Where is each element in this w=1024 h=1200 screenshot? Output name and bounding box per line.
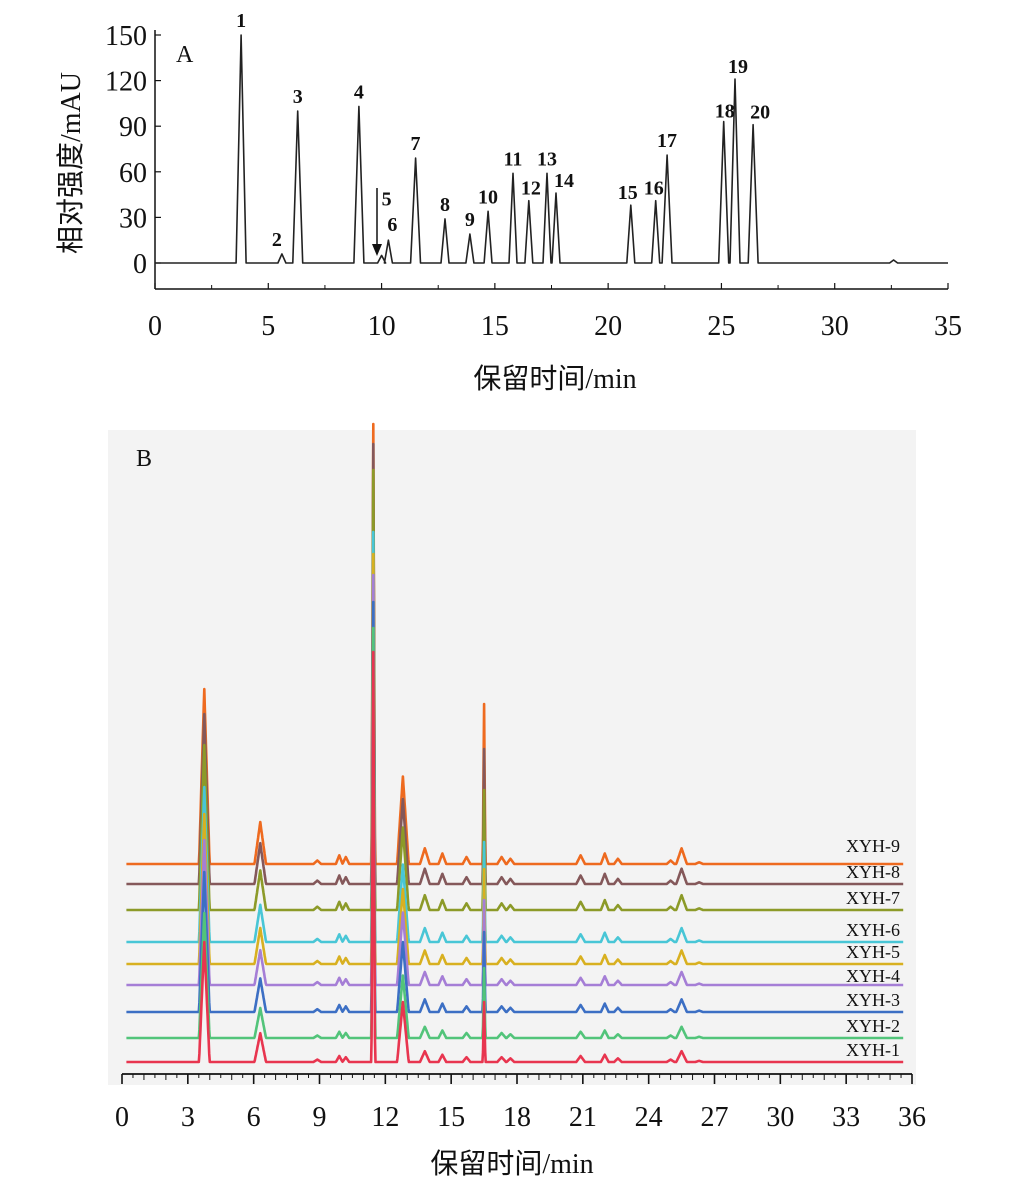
panel-b-x-tick-label: 18 (503, 1102, 531, 1133)
series-label-xyh-2: XYH-2 (846, 1016, 900, 1036)
series-label-xyh-6: XYH-6 (846, 920, 900, 940)
panel-a-y-tick-label: 90 (119, 112, 147, 143)
panel-b-x-tick-label: 9 (313, 1102, 327, 1133)
peak-label-17: 17 (657, 130, 677, 152)
panel-a-x-tick-label: 25 (707, 311, 735, 342)
series-label-xyh-4: XYH-4 (846, 966, 900, 986)
peak-label-13: 13 (537, 148, 557, 170)
series-label-xyh-3: XYH-3 (846, 990, 900, 1010)
trace-xyh-1 (125, 650, 905, 1064)
trace-xyh-4 (125, 573, 905, 987)
panel-b-x-tick-label: 0 (115, 1102, 129, 1133)
trace-xyh-2 (125, 626, 905, 1040)
trace-xyh-6 (125, 530, 905, 944)
panel-b-x-tick-label: 24 (635, 1102, 663, 1133)
peak-label-15: 15 (618, 182, 638, 204)
peak-label-12: 12 (521, 178, 541, 200)
peak-label-14: 14 (554, 170, 574, 192)
panel-a-label: A (176, 42, 194, 68)
panel-a-x-tick-label: 5 (261, 311, 275, 342)
panel-b-x-tick-label: 12 (371, 1102, 399, 1133)
panel-a-y-tick-label: 30 (119, 203, 147, 234)
panel-a-x-tick-label: 10 (368, 311, 396, 342)
panel-b-x-axis: 0 3 6 9 12 15 18 21 24 27 30 33 36 (115, 1073, 926, 1133)
panel-b-x-tick-label: 3 (181, 1102, 195, 1133)
peak-label-4: 4 (354, 81, 364, 103)
panel-b-x-tick-label: 30 (766, 1102, 794, 1133)
panel-b-x-tick-label: 27 (701, 1102, 729, 1133)
peak-label-20: 20 (750, 102, 770, 124)
panel-a-y-tick-label: 150 (105, 21, 147, 52)
panel-a-x-tick-label: 30 (821, 311, 849, 342)
panel-b-label: B (136, 446, 152, 472)
series-label-xyh-1: XYH-1 (846, 1040, 900, 1060)
panel-a-y-tick-label: 60 (119, 158, 147, 189)
peak-label-8: 8 (440, 194, 450, 216)
panel-b-x-tick-label: 33 (832, 1102, 860, 1133)
panel-b-x-tick-label: 21 (569, 1102, 597, 1133)
panel-a-chromatogram-trace (155, 34, 948, 264)
peak-label-10: 10 (478, 186, 498, 208)
peak-label-2: 2 (272, 229, 282, 251)
panel-a-y-tick-label: 120 (105, 67, 147, 98)
peak-label-19: 19 (728, 56, 748, 78)
panel-a-y-axis-title: 相对强度/mAU (55, 72, 87, 254)
trace-xyh-8 (125, 442, 905, 886)
panel-b-x-tick-label: 36 (898, 1102, 926, 1133)
peak-label-9: 9 (465, 209, 475, 231)
trace-xyh-5 (125, 552, 905, 966)
panel-b-x-tick-label: 6 (247, 1102, 261, 1133)
trace-xyh-7 (125, 468, 905, 912)
peak-label-3: 3 (293, 86, 303, 108)
peak-label-5: 5 (382, 188, 392, 210)
panel-a-x-tick-label: 0 (148, 311, 162, 342)
peak-label-11: 11 (504, 148, 523, 170)
series-label-xyh-8: XYH-8 (846, 862, 900, 882)
panel-b-x-tick-label: 15 (437, 1102, 465, 1133)
panel-b-traces (125, 422, 905, 1064)
trace-xyh-9 (125, 422, 905, 866)
peak-5-arrow (372, 188, 382, 256)
panel-a-x-tick-label: 15 (481, 311, 509, 342)
panel-a-y-tick-label: 0 (133, 249, 147, 280)
panel-a-x-tick-label: 20 (594, 311, 622, 342)
peak-label-6: 6 (387, 214, 397, 236)
panel-b: B XYH-1XYH-2XYH-3XYH-4XYH-5XYH-6XYH-7XYH… (108, 422, 926, 1180)
peak-label-7: 7 (411, 133, 421, 155)
panel-b-plot-background (108, 430, 916, 1085)
series-label-xyh-7: XYH-7 (846, 888, 900, 908)
series-label-xyh-5: XYH-5 (846, 942, 900, 962)
peak-label-16: 16 (644, 178, 664, 200)
trace-xyh-3 (125, 600, 905, 1014)
peak-label-1: 1 (236, 10, 246, 32)
panel-b-x-axis-title: 保留时间/min (430, 1148, 593, 1180)
series-label-xyh-9: XYH-9 (846, 836, 900, 856)
panel-a-x-axis-title: 保留时间/min (473, 363, 636, 395)
panel-a-x-tick-label: 35 (934, 311, 962, 342)
peak-label-18: 18 (715, 101, 735, 123)
